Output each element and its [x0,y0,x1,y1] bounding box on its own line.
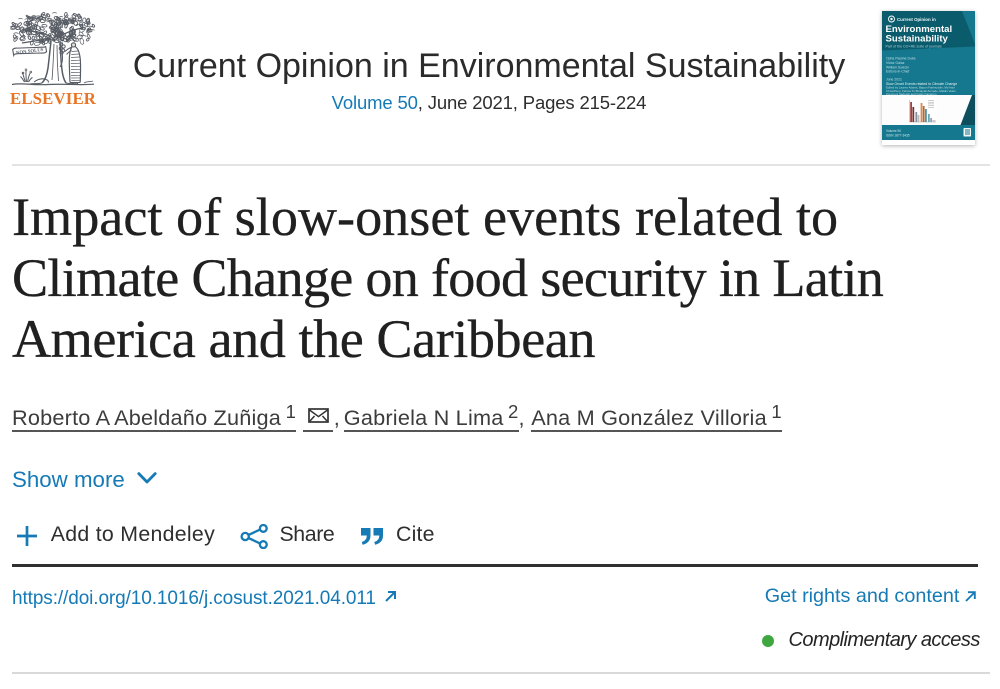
svg-text:Edited by Lauren Adams, Bapon: Edited by Lauren Adams, Bapon Fakhruddin… [886,86,955,90]
svg-text:Volume 50: Volume 50 [886,129,901,133]
svg-text:June 2021: June 2021 [886,77,902,81]
svg-text:Slow Onset Events related to C: Slow Onset Events related to Climate Cha… [886,82,957,86]
svg-text:Current Opinion in: Current Opinion in [897,17,936,22]
svg-text:ISSN 1877-3435: ISSN 1877-3435 [886,133,910,137]
svg-text:NON SOLUS: NON SOLUS [16,48,44,56]
svg-text:Sustainability: Sustainability [886,34,949,45]
svg-text:William Solecki: William Solecki [886,65,909,69]
svg-text:Chowdhury, Fatima Tu Bintayab: Chowdhury, Fatima Tu Bintayab Armado, Mi… [886,89,957,93]
svg-text:Zommers Sadeckij and Coley Cam: Zommers Sadeckij and Coley Cameron [886,92,937,96]
svg-text:Environmental: Environmental [886,24,953,35]
svg-text:Part of the CO+RE suite of jou: Part of the CO+RE suite of journals [886,45,942,49]
svg-text:Editors-in-Chief: Editors-in-Chief [886,70,909,74]
svg-text:Victor Galaz: Victor Galaz [886,61,905,65]
svg-text:Opha Pauline Dube: Opha Pauline Dube [886,57,916,61]
